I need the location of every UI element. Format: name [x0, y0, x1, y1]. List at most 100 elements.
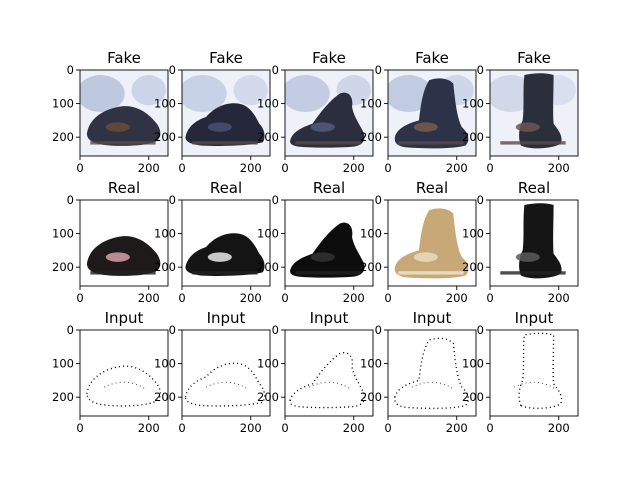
- panel-title: Fake: [312, 49, 346, 67]
- y-tick-label: 0: [169, 193, 176, 207]
- x-tick-label: 200: [548, 161, 570, 175]
- panel-input-2: Input 0 100 200 0 200: [154, 309, 270, 435]
- panel-title: Fake: [209, 49, 243, 67]
- panel-image: [490, 330, 578, 416]
- x-tick-label: 200: [138, 421, 160, 435]
- x-tick-label: 200: [240, 421, 262, 435]
- shoe-sole: [192, 141, 257, 144]
- panel-title: Real: [210, 179, 242, 197]
- panel-input-1: Input01002000 200: [52, 309, 168, 435]
- y-tick-label: 100: [360, 227, 382, 241]
- x-tick-label: 200: [343, 421, 365, 435]
- y-tick-label: 0: [477, 323, 484, 337]
- shoe-sole: [295, 141, 360, 144]
- y-tick-label: 200: [52, 390, 74, 404]
- shoe-sole: [90, 141, 155, 144]
- shoe-accent: [106, 122, 130, 131]
- x-tick-label: 200: [548, 291, 570, 305]
- x-tick-label: 0: [486, 421, 493, 435]
- x-tick-label: 200: [138, 161, 160, 175]
- x-tick-label: 200: [240, 161, 262, 175]
- panel-real-3: Real 0 100 200 0 200: [257, 179, 373, 305]
- x-tick-label: 200: [138, 291, 160, 305]
- panel-fake-2: Fake 0 100 200 0 200: [154, 49, 270, 175]
- y-tick-label: 0: [375, 323, 382, 337]
- x-tick-label: 0: [178, 161, 185, 175]
- shoe-accent: [311, 122, 335, 131]
- x-tick-label: 0: [76, 421, 83, 435]
- y-tick-label: 200: [154, 260, 176, 274]
- y-tick-label: 0: [375, 193, 382, 207]
- x-tick-label: 0: [281, 421, 288, 435]
- panel-title: Fake: [107, 49, 141, 67]
- panel-title: Real: [313, 179, 345, 197]
- panel-real-1: Real 0 100 200 0 200: [52, 179, 168, 305]
- panel-fake-3: Fake01002000 200: [257, 49, 373, 175]
- y-tick-label: 100: [257, 357, 279, 371]
- y-tick-label: 200: [154, 390, 176, 404]
- y-tick-label: 200: [257, 390, 279, 404]
- x-tick-label: 200: [548, 421, 570, 435]
- shoe-sole: [398, 271, 463, 274]
- x-tick-label: 0: [384, 421, 391, 435]
- y-tick-label: 200: [360, 260, 382, 274]
- shoe-sole: [398, 141, 463, 144]
- panel-title: Fake: [517, 49, 551, 67]
- panel-title: Fake: [415, 49, 449, 67]
- panel-real-4: Real 0 100 200 0 200: [360, 179, 476, 305]
- shoe-sole: [192, 271, 257, 274]
- y-tick-label: 0: [477, 63, 484, 77]
- y-tick-label: 100: [257, 227, 279, 241]
- y-tick-label: 0: [169, 323, 176, 337]
- y-tick-label: 0: [375, 63, 382, 77]
- y-tick-label: 100: [154, 357, 176, 371]
- x-tick-label: 0: [384, 161, 391, 175]
- panel-image: [490, 200, 578, 286]
- shoe-accent: [311, 252, 335, 261]
- x-tick-label: 0: [178, 421, 185, 435]
- x-tick-label: 200: [343, 291, 365, 305]
- panel-real-2: Real01002000 200: [154, 179, 270, 305]
- y-tick-label: 200: [257, 260, 279, 274]
- x-tick-label: 0: [281, 291, 288, 305]
- y-tick-label: 200: [462, 260, 484, 274]
- panel-title: Input: [207, 309, 246, 327]
- x-tick-label: 200: [446, 291, 468, 305]
- y-tick-label: 200: [360, 130, 382, 144]
- y-tick-label: 100: [462, 97, 484, 111]
- shoe-sole: [295, 271, 360, 274]
- y-tick-label: 100: [52, 357, 74, 371]
- panel-input-5: Input01002000 200: [462, 309, 578, 435]
- shoe-accent: [414, 252, 438, 261]
- y-tick-label: 0: [67, 63, 74, 77]
- y-tick-label: 100: [462, 227, 484, 241]
- shoe-accent: [516, 252, 540, 261]
- shoe-accent: [414, 122, 438, 131]
- y-tick-label: 0: [272, 63, 279, 77]
- shoe-sole: [90, 271, 155, 274]
- shoe-accent: [516, 122, 540, 131]
- panel-title: Input: [413, 309, 452, 327]
- y-tick-label: 100: [154, 227, 176, 241]
- shoe-sole: [500, 141, 565, 144]
- y-tick-label: 200: [360, 390, 382, 404]
- y-tick-label: 100: [360, 357, 382, 371]
- x-tick-label: 0: [281, 161, 288, 175]
- x-tick-label: 0: [178, 291, 185, 305]
- shoe-accent: [106, 252, 130, 261]
- y-tick-label: 0: [67, 193, 74, 207]
- panel-title: Real: [518, 179, 550, 197]
- y-tick-label: 0: [272, 193, 279, 207]
- y-tick-label: 100: [462, 357, 484, 371]
- panel-title: Real: [108, 179, 140, 197]
- panel-image: [487, 70, 578, 156]
- y-tick-label: 0: [67, 323, 74, 337]
- shoe-accent: [208, 122, 232, 131]
- panel-input-3: Input 0 100 200 0 200: [257, 309, 373, 435]
- panel-real-5: Real01002000 200: [462, 179, 578, 305]
- panel-title: Input: [310, 309, 349, 327]
- y-tick-label: 200: [52, 130, 74, 144]
- y-tick-label: 0: [272, 323, 279, 337]
- shoe-sole: [500, 271, 565, 274]
